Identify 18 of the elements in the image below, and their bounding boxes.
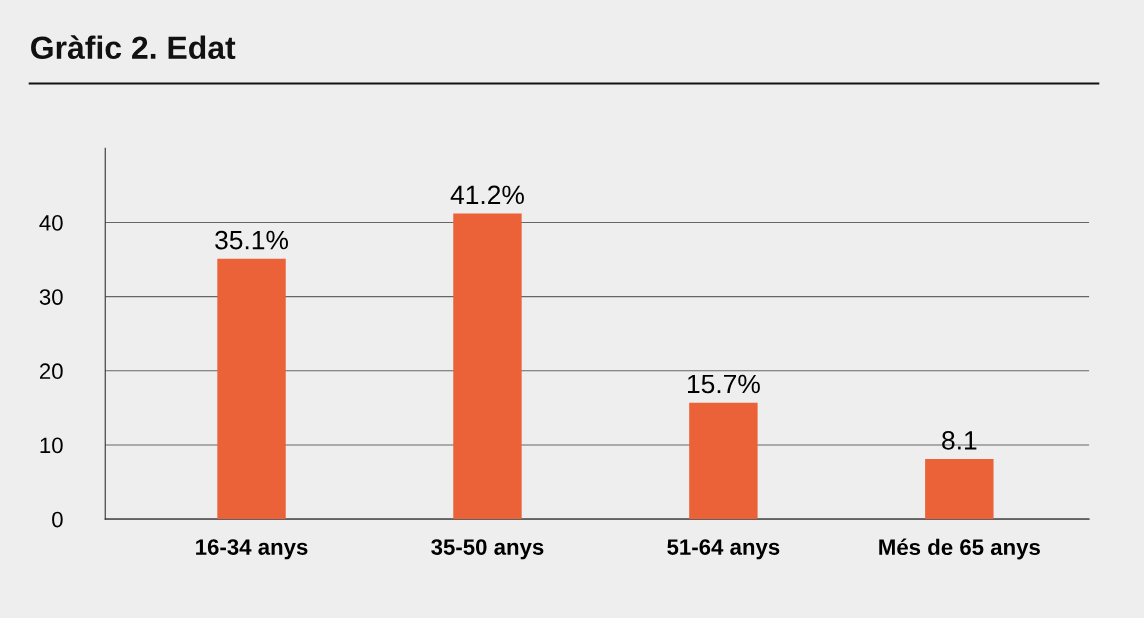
data-label: 15.7% <box>687 374 760 394</box>
data-label: 41.2% <box>450 185 524 205</box>
data-label: 35.1% <box>215 230 288 250</box>
data-label: 8.1 <box>942 430 977 450</box>
x-tick-label: Més de 65 anys <box>879 538 1040 560</box>
y-tick-label: 10 <box>40 437 63 454</box>
y-tick-label: 20 <box>39 363 63 380</box>
x-tick-label: 51-64 anys <box>667 539 780 560</box>
y-tick-label: 30 <box>39 289 63 305</box>
bar <box>689 402 758 520</box>
x-tick-label: 16-34 anys <box>196 539 308 560</box>
x-tick-label: 35-50 anys <box>431 539 544 560</box>
chart-title: Gràfic 2. Edat <box>31 35 236 60</box>
bar <box>453 213 522 520</box>
y-tick-label: 0 <box>52 511 63 528</box>
y-tick-label: 40 <box>39 215 63 231</box>
bar <box>925 459 994 520</box>
bar <box>217 258 286 520</box>
